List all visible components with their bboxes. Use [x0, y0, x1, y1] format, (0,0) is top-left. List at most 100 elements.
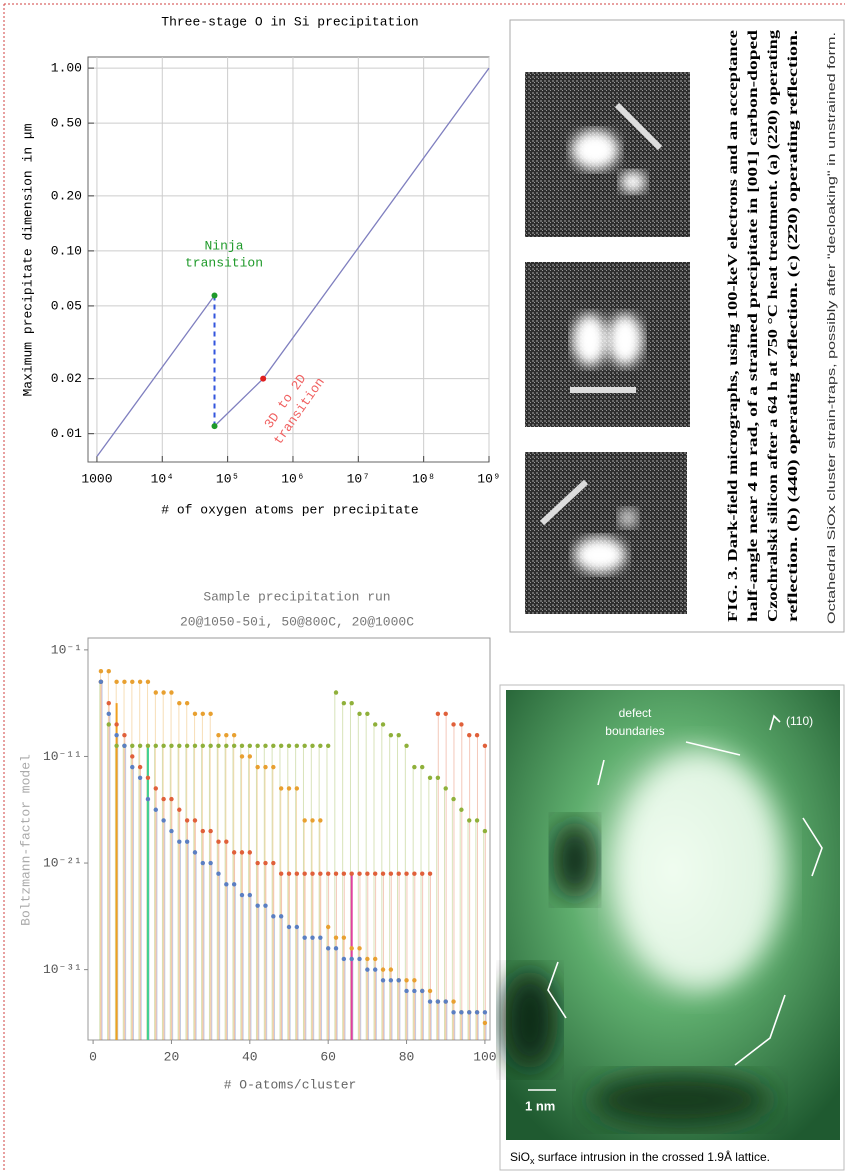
data-point: [310, 935, 315, 940]
data-point: [482, 1010, 488, 1015]
data-point: [318, 818, 323, 823]
data-point: [263, 860, 268, 866]
data-point: [145, 743, 151, 749]
figure-caption: half-angle near 4 m rad, of a strained p…: [745, 29, 760, 622]
data-point: [341, 935, 347, 940]
data-point: [122, 732, 127, 738]
data-point: [482, 828, 488, 834]
data-point: [474, 1010, 480, 1015]
data-point: [145, 796, 151, 802]
data-point: [427, 988, 433, 994]
data-point: [302, 935, 307, 940]
data-point: [278, 914, 284, 919]
data-point: [208, 828, 213, 834]
arrow: [539, 479, 589, 526]
data-point: [341, 700, 347, 706]
data-point: [357, 956, 362, 962]
data-point: [451, 999, 456, 1004]
data-point: [239, 754, 245, 759]
y-axis-label: Boltzmann-factor model: [18, 754, 33, 926]
data-point: [278, 743, 284, 749]
data-point: [231, 743, 237, 749]
boundary-line: [547, 961, 567, 1019]
x-tick-label: 60: [320, 1049, 336, 1064]
micrograph: [525, 452, 687, 614]
figure-caption: Czochralski silicon after a 64 h at 750 …: [765, 30, 780, 622]
data-point: [420, 988, 425, 994]
x-tick-label: 0: [89, 1049, 97, 1064]
data-point: [137, 679, 143, 685]
data-point: [239, 892, 245, 898]
blob: [574, 537, 626, 573]
data-point: [451, 796, 456, 802]
x-tick-label: 10⁷: [347, 471, 370, 486]
data-point: [145, 775, 151, 780]
data-point: [325, 743, 331, 749]
dark-spot: [590, 1072, 770, 1128]
data-point: [247, 754, 253, 759]
data-point: [396, 871, 401, 876]
data-point: [404, 978, 409, 983]
data-point: [263, 903, 268, 908]
data-point: [200, 828, 206, 834]
x-tick-label: 100: [473, 1049, 496, 1064]
y-tick-label: 0.01: [51, 426, 82, 441]
data-point: [388, 978, 394, 983]
data-point: [114, 722, 119, 727]
figure-caption: SiOx surface intrusion in the crossed 1.…: [510, 1149, 770, 1166]
y-tick-label: 10⁻¹: [51, 642, 82, 657]
chart-title: Three-stage O in Si precipitation: [161, 14, 418, 29]
data-point: [106, 700, 111, 706]
data-point: [130, 679, 135, 685]
data-point: [278, 871, 284, 876]
data-point: [224, 732, 229, 738]
data-point: [318, 871, 323, 876]
data-point: [310, 818, 315, 823]
data-point: [153, 807, 158, 812]
data-point: [130, 743, 135, 749]
data-point: [177, 743, 182, 749]
x-axis-label: # O-atoms/cluster: [224, 1077, 357, 1092]
y-tick-label: 0.50: [51, 116, 82, 131]
caption-part: surface intrusion in the crossed 1.9Å la…: [535, 1149, 770, 1164]
data-point: [294, 924, 300, 930]
x-tick-label: 10⁴: [151, 471, 174, 486]
caption-part: SiO: [510, 1150, 530, 1164]
annotation: transition: [185, 255, 263, 270]
data-point: [380, 967, 386, 972]
data-point: [239, 743, 245, 749]
data-point: [184, 700, 190, 706]
data-point: [153, 743, 158, 749]
data-point: [451, 1010, 456, 1015]
data-point: [420, 764, 425, 770]
data-point: [122, 743, 127, 749]
data-point: [302, 818, 307, 823]
data-point: [153, 690, 158, 695]
x-tick-label: 40: [242, 1049, 258, 1064]
plot-area: [87, 56, 490, 463]
data-point: [388, 732, 394, 738]
data-point: [216, 839, 221, 844]
y-tick-label: 10⁻³¹: [43, 962, 82, 977]
data-point: [224, 743, 229, 749]
data-point: [451, 722, 456, 727]
data-point: [349, 871, 354, 876]
data-point: [231, 850, 237, 855]
data-point: [177, 839, 182, 844]
data-point: [294, 743, 300, 749]
data-point: [192, 743, 198, 749]
data-point: [231, 732, 237, 738]
data-point: [177, 700, 182, 706]
boundary-line: [685, 741, 741, 756]
data-point: [200, 711, 206, 717]
chart-subtitle: 20@1050-50i, 50@800C, 20@1000C: [180, 614, 414, 629]
blob: [620, 171, 646, 193]
data-point: [247, 743, 253, 749]
data-point: [161, 743, 166, 749]
data-point: [396, 978, 401, 983]
data-point: [263, 743, 268, 749]
data-point: [357, 711, 362, 717]
x-tick-label: 10⁹: [477, 471, 500, 486]
scale-label: 1 nm: [525, 1098, 555, 1113]
data-point: [130, 754, 135, 759]
